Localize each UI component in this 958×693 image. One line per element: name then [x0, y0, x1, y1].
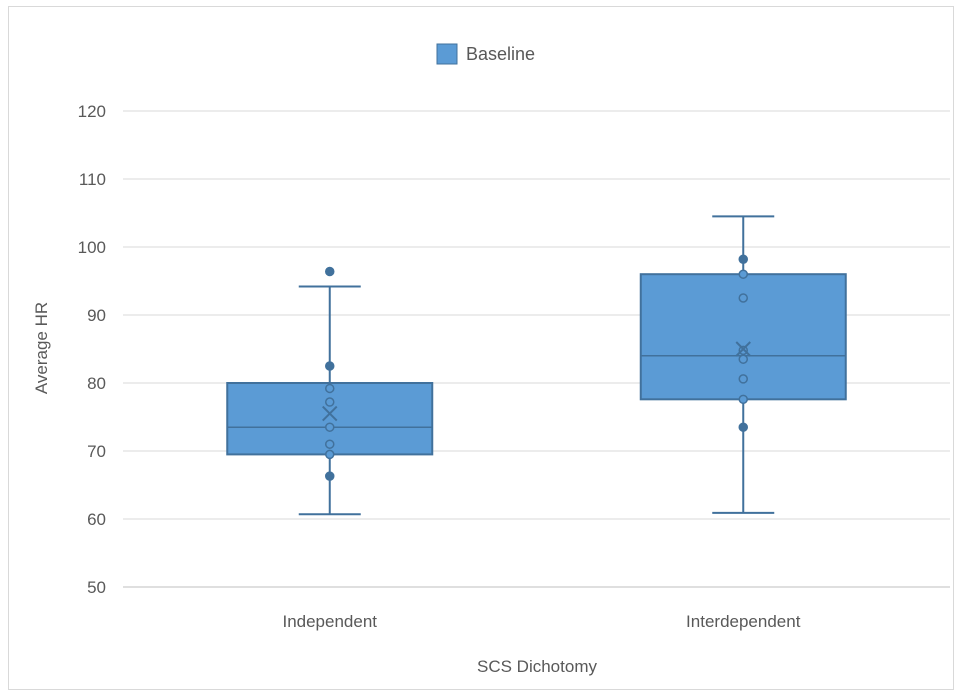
- data-point: [738, 254, 748, 264]
- data-point: [738, 374, 748, 384]
- y-tick-label-110: 110: [79, 170, 106, 189]
- data-point: [325, 397, 335, 407]
- x-tick-label-independent: Independent: [282, 612, 377, 631]
- mean-marker-b: [735, 341, 751, 357]
- y-tick-label-70: 70: [87, 442, 106, 461]
- legend-swatch-baseline: [436, 43, 458, 65]
- boxes: [226, 215, 847, 516]
- data-point: [325, 383, 335, 394]
- y-axis-tick-labels: 50 60 70 80 90 100 110 120: [78, 102, 106, 597]
- legend-label-baseline: Baseline: [466, 44, 535, 64]
- chart-frame: [8, 6, 954, 690]
- x-axis-tick-labels: Independent Interdependent: [282, 612, 800, 631]
- data-point: [738, 269, 748, 279]
- legend: Baseline: [436, 43, 535, 65]
- data-point: [325, 266, 335, 277]
- data-point: [325, 361, 335, 371]
- data-point: [738, 293, 748, 303]
- data-point: [738, 422, 748, 432]
- data-point: [325, 422, 335, 432]
- box-interdependent: [639, 215, 847, 514]
- y-tick-label-80: 80: [87, 374, 106, 393]
- data-point: [325, 471, 335, 481]
- data-point: [738, 394, 748, 405]
- y-tick-label-60: 60: [87, 510, 106, 529]
- box-independent: [226, 266, 434, 516]
- y-tick-label-90: 90: [87, 306, 106, 325]
- y-tick-label-50: 50: [87, 578, 106, 597]
- x-axis-label: SCS Dichotomy: [477, 657, 597, 676]
- y-tick-label-120: 120: [78, 102, 106, 121]
- y-tick-label-100: 100: [78, 238, 106, 257]
- data-point: [325, 449, 335, 460]
- x-tick-label-interdependent: Interdependent: [686, 612, 801, 631]
- data-point: [738, 354, 748, 364]
- data-point: [325, 439, 335, 449]
- y-axis-label: Average HR: [32, 302, 51, 394]
- mean-marker-b: [322, 405, 338, 422]
